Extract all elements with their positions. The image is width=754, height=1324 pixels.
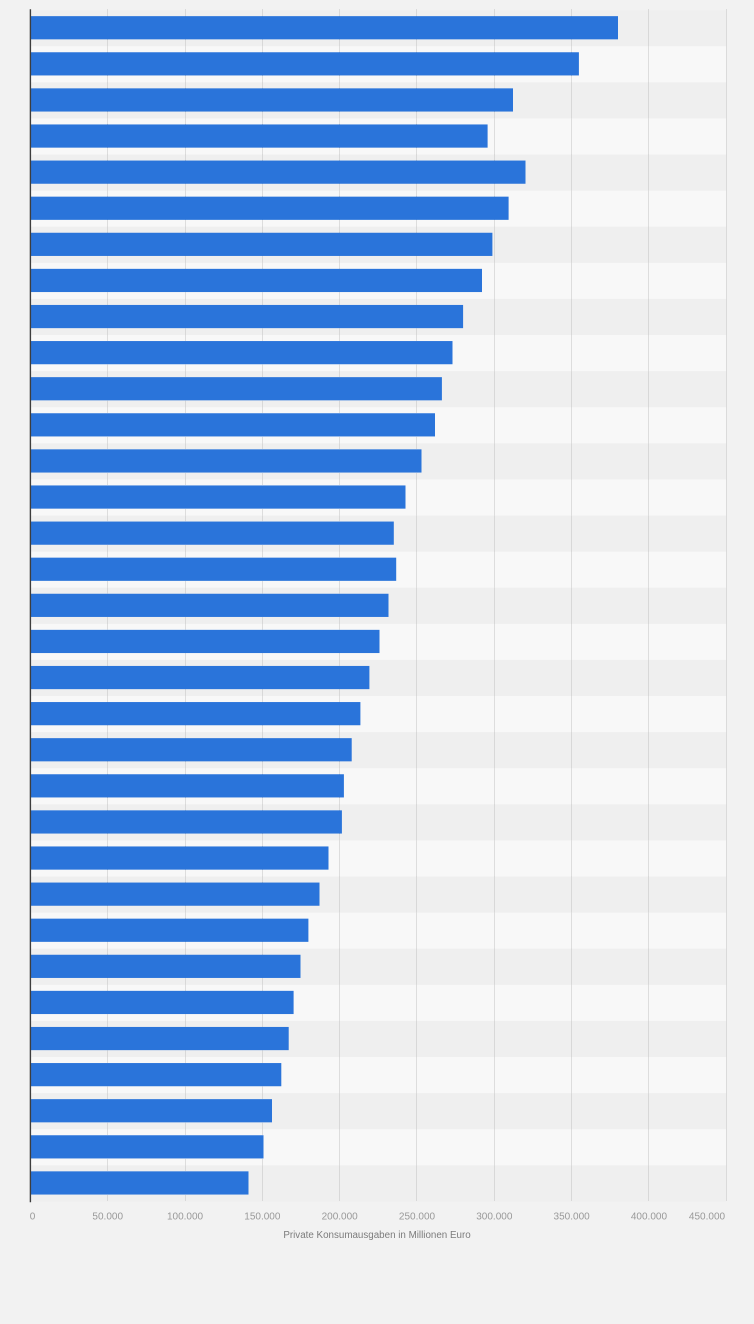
svg-text:0: 0 bbox=[30, 1212, 36, 1223]
svg-text:250.000: 250.000 bbox=[399, 1212, 436, 1223]
svg-text:200.000: 200.000 bbox=[322, 1212, 359, 1223]
svg-text:Private Konsumausgaben in Mill: Private Konsumausgaben in Millionen Euro bbox=[283, 1230, 471, 1241]
svg-text:300.000: 300.000 bbox=[476, 1212, 513, 1223]
svg-text:100.000: 100.000 bbox=[167, 1212, 204, 1223]
svg-text:400.000: 400.000 bbox=[631, 1212, 668, 1223]
svg-text:350.000: 350.000 bbox=[554, 1212, 591, 1223]
svg-text:50.000: 50.000 bbox=[92, 1212, 123, 1223]
svg-text:450.000: 450.000 bbox=[689, 1212, 726, 1223]
svg-text:150.000: 150.000 bbox=[244, 1212, 281, 1223]
